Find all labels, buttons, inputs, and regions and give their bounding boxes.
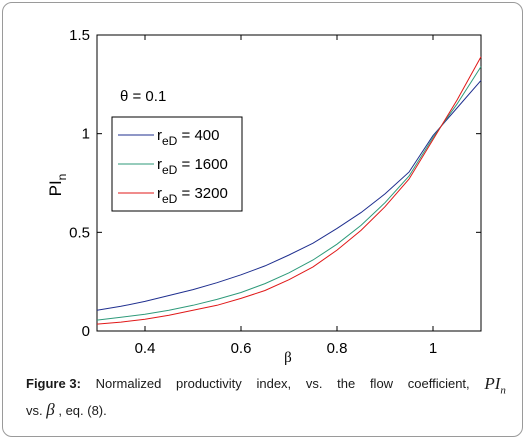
figure-caption: Figure 3: Normalized productivity index,… <box>26 374 506 421</box>
legend-label-1: reD = 400 <box>157 127 219 148</box>
legend-label-3: reD = 3200 <box>157 185 228 206</box>
tick-layer: 0.4 0.6 0.8 1 0 0.5 1 1.5 <box>69 27 481 357</box>
legend-label-2: reD = 1600 <box>157 156 228 177</box>
x-tick-label: 0.6 <box>231 340 252 357</box>
caption-vs: vs. <box>26 403 43 419</box>
caption-eq: , eq. (8). <box>58 403 107 419</box>
y-axis-label-main: PI <box>46 180 65 196</box>
caption-math-pin: PIn <box>484 374 506 400</box>
x-tick-label: 0.8 <box>327 340 348 357</box>
caption-math-beta: β <box>46 400 55 420</box>
caption-figure-label: Figure 3: <box>26 376 81 391</box>
svg-text:PIn: PIn <box>46 174 69 197</box>
annotation-theta: θ = 0.1 <box>120 88 166 105</box>
caption-math-pin-sub: n <box>500 384 506 397</box>
caption-line-2: vs. β , eq. (8). <box>26 400 506 421</box>
y-axis-label: PIn <box>46 174 69 197</box>
series-line-3 <box>96 56 482 325</box>
caption-word-1: Normalized <box>95 376 162 391</box>
caption-word-7: coefficient, <box>407 376 470 391</box>
caption-line-1: Figure 3: Normalized productivity index,… <box>26 374 506 400</box>
series-line-1 <box>96 80 482 311</box>
series-layer <box>96 56 482 325</box>
y-tick-label: 1.5 <box>69 27 90 44</box>
legend: reD = 400 reD = 1600 reD = 3200 <box>111 116 243 212</box>
series-line-2 <box>96 66 482 321</box>
caption-word-3: index, <box>256 376 292 391</box>
caption-word-5: the <box>337 376 356 391</box>
caption-word-2: productivity <box>176 376 242 391</box>
y-tick-label: 1 <box>82 126 90 143</box>
x-tick-label: 1 <box>429 340 437 357</box>
y-tick-label: 0.5 <box>69 224 90 241</box>
y-tick-label: 0 <box>82 323 90 340</box>
caption-word-6: flow <box>369 376 394 391</box>
caption-math-pin-main: PI <box>484 374 501 393</box>
x-tick-label: 0.4 <box>135 340 156 357</box>
line-chart: 0.4 0.6 0.8 100.511.5 θ = 0.1 reD = 400reD … <box>46 27 482 366</box>
y-axis-label-sub: n <box>55 174 69 181</box>
caption-word-4: vs. <box>305 376 323 391</box>
x-axis-label: β <box>284 350 292 366</box>
